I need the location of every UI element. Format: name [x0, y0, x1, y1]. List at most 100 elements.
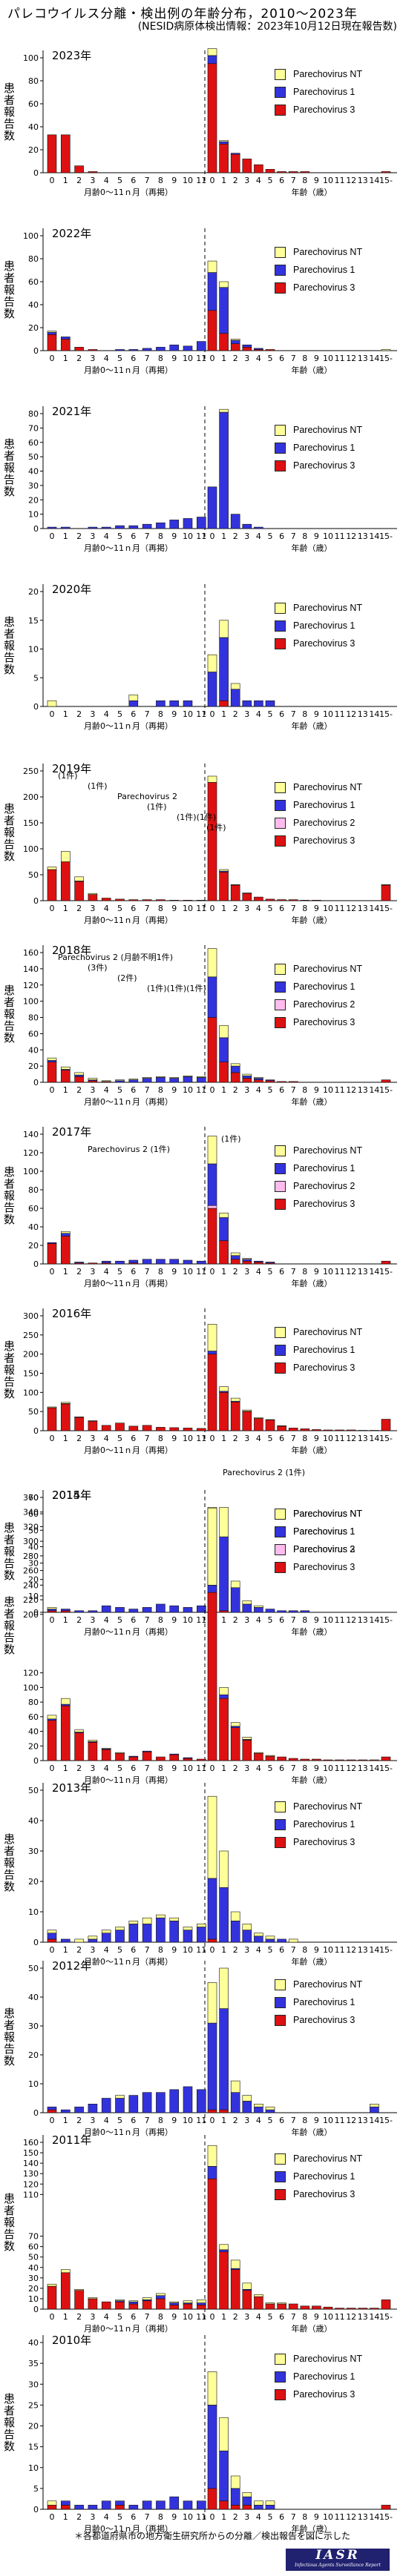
- bar-parechovirus-3: [265, 1755, 275, 1761]
- bar-parechovirus-nt: [242, 2282, 252, 2290]
- bar-parechovirus-3: [128, 1756, 139, 1761]
- bar-parechovirus-nt: [207, 948, 217, 978]
- age-tick-label: 14: [369, 2512, 379, 2522]
- bar-parechovirus-nt: [381, 884, 391, 886]
- bar-parechovirus-1: [265, 1262, 275, 1264]
- bar-parechovirus-1: [219, 411, 229, 529]
- bar-parechovirus-nt: [230, 884, 240, 886]
- y-tick-label: 20: [28, 145, 39, 155]
- bar-parechovirus-1: [219, 2008, 229, 2110]
- month-tick-label: 10: [183, 1615, 193, 1625]
- y-tick-label: 260: [23, 1566, 39, 1576]
- age-tick-label: 2: [233, 1615, 238, 1625]
- x-label-ages: 年齢（歳）: [292, 543, 332, 553]
- bar-parechovirus-1: [61, 2109, 71, 2113]
- bar-parechovirus-1: [156, 522, 166, 529]
- month-tick-label: 5: [117, 1267, 122, 1277]
- legend-label: Parechovirus 1: [293, 620, 356, 631]
- month-tick-label: 2: [76, 176, 82, 185]
- age-tick-label: 7: [291, 709, 296, 719]
- bar-parechovirus-nt: [207, 48, 217, 56]
- y-axis-label: 患者報告数: [4, 2191, 16, 2253]
- month-tick-label: 10: [183, 2312, 193, 2322]
- age-tick-label: 13: [358, 904, 368, 913]
- month-tick-label: 5: [117, 904, 122, 913]
- bar-parechovirus-1: [169, 2089, 179, 2113]
- bar-parechovirus-1: [265, 1079, 275, 1082]
- month-tick-label: 5: [117, 1085, 122, 1095]
- y-axis-label: 患者報告数: [4, 983, 16, 1044]
- bar-parechovirus-3: [265, 1080, 275, 1083]
- bar-parechovirus-1: [254, 1260, 263, 1262]
- x-label-ages: 年齢（歳）: [292, 2127, 332, 2137]
- y-tick-label: 140: [23, 964, 39, 974]
- y-tick-label: 10: [28, 645, 39, 655]
- bar-parechovirus-3: [142, 1751, 152, 1761]
- bar-parechovirus-nt: [128, 1079, 139, 1081]
- bar-parechovirus-3: [300, 1428, 310, 1431]
- y-tick-label: 60: [28, 277, 39, 287]
- legend-item: Parechovirus 2: [275, 1177, 362, 1195]
- bar-parechovirus-1: [169, 1078, 179, 1083]
- bar-parechovirus-3: [312, 900, 321, 901]
- age-tick-label: 10: [323, 1434, 333, 1443]
- y-tick-label: 5: [33, 2484, 39, 2494]
- legend-label: Parechovirus 3: [293, 835, 356, 846]
- bar-parechovirus-3: [230, 1401, 240, 1431]
- month-tick-label: 7: [145, 1085, 150, 1095]
- annotation-label: (2件): [117, 973, 137, 983]
- bar-parechovirus-1: [219, 1887, 229, 1943]
- bar-parechovirus-3: [88, 171, 98, 173]
- legend-item: Parechovirus 3: [275, 1359, 362, 1377]
- bar-parechovirus-1: [47, 331, 57, 335]
- bar-parechovirus-1: [142, 348, 152, 351]
- page-subtitle: (NESID病原体検出情報：2023年10月12日現在報告数): [137, 21, 397, 33]
- bar-parechovirus-nt: [128, 695, 139, 701]
- bar-parechovirus-1: [115, 2500, 125, 2506]
- age-tick-label: 1: [221, 1434, 226, 1443]
- age-tick-label: 1: [221, 2312, 226, 2322]
- bar-parechovirus-nt: [219, 1025, 229, 1039]
- legend-swatch: [275, 981, 286, 993]
- y-tick-label: 0: [33, 2305, 39, 2314]
- age-tick-label: 12: [346, 1945, 356, 1955]
- y-tick-label: 20: [28, 1062, 39, 1071]
- age-tick-label: 8: [302, 2116, 307, 2125]
- age-tick-label: 11: [335, 1615, 345, 1625]
- bar-parechovirus-1: [207, 1878, 217, 1940]
- bar-parechovirus-3: [61, 861, 71, 901]
- age-tick-label: 9: [314, 1085, 319, 1095]
- y-tick-label: 30: [28, 2022, 39, 2031]
- bar-parechovirus-3: [254, 2296, 263, 2310]
- bar-parechovirus-1: [156, 1259, 166, 1265]
- month-tick-label: 0: [50, 709, 55, 719]
- legend-label: Parechovirus 3: [293, 105, 356, 115]
- bar-parechovirus-3: [183, 2303, 193, 2310]
- month-tick-label: 10: [183, 176, 193, 185]
- bar-parechovirus-3: [381, 1419, 391, 1431]
- month-tick-label: 11: [196, 2116, 206, 2125]
- bar-parechovirus-3: [230, 153, 240, 173]
- legend-label: Parechovirus 1: [293, 443, 356, 453]
- bar-parechovirus-1: [254, 526, 263, 529]
- age-tick-label: 9: [314, 532, 319, 541]
- bar-parechovirus-1: [265, 1609, 275, 1613]
- month-tick-label: 2: [76, 354, 82, 363]
- bar-parechovirus-3: [323, 1759, 333, 1761]
- legend-swatch: [275, 1162, 286, 1174]
- y-tick-label: 15: [28, 616, 39, 626]
- month-tick-label: 0: [50, 2116, 55, 2125]
- chart-legend: Parechovirus NT Parechovirus 1 Parechoviru…: [275, 1323, 362, 1377]
- legend-item: Parechovirus NT: [275, 1323, 362, 1341]
- bar-parechovirus-1: [101, 2098, 111, 2113]
- bar-parechovirus-1: [115, 1080, 125, 1083]
- month-tick-label: 5: [117, 2116, 122, 2125]
- age-tick-label: 15-: [379, 1764, 393, 1773]
- bar-parechovirus-1: [88, 1610, 98, 1613]
- month-tick-label: 2: [76, 2116, 82, 2125]
- legend-swatch: [275, 2353, 286, 2365]
- bar-parechovirus-3: [335, 2308, 344, 2310]
- bar-parechovirus-nt: [277, 2302, 286, 2305]
- month-tick-label: 7: [145, 1764, 150, 1773]
- age-tick-label: 1: [221, 1945, 226, 1955]
